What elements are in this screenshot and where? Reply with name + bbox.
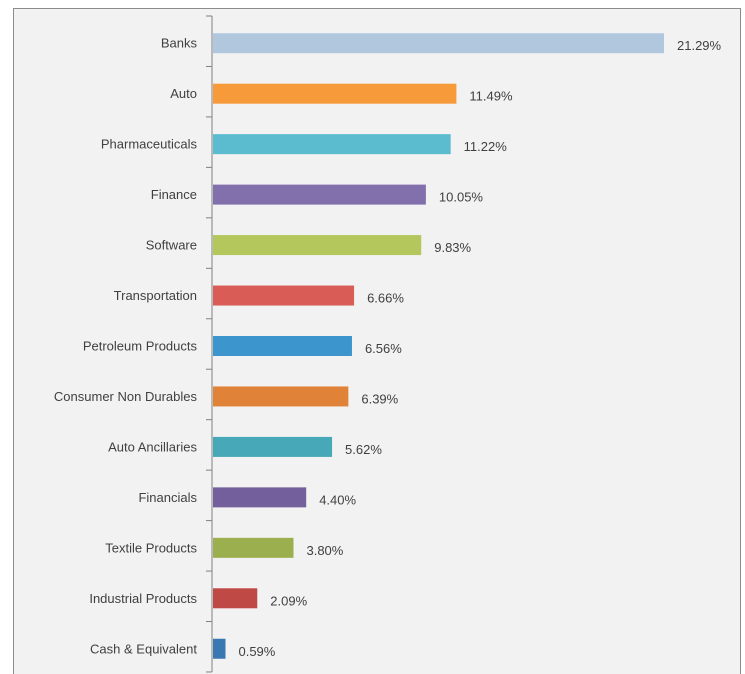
category-label: Banks (161, 36, 198, 51)
category-label: Auto Ancillaries (108, 439, 197, 454)
chart-panel (13, 8, 741, 674)
category-label: Finance (151, 187, 197, 202)
bar-petroleum-products (213, 335, 352, 356)
value-label: 3.80% (306, 543, 343, 558)
value-label: 2.09% (270, 593, 307, 608)
bar-textile-products (213, 537, 294, 558)
category-label: Petroleum Products (83, 338, 198, 353)
value-label: 6.56% (365, 341, 402, 356)
category-label: Textile Products (105, 540, 197, 555)
bar-auto (213, 83, 457, 104)
category-label: Financials (138, 490, 197, 505)
category-label: Auto (170, 86, 197, 101)
bar-pharmaceuticals (213, 134, 451, 155)
value-label: 21.29% (677, 38, 722, 53)
category-label: Industrial Products (89, 591, 197, 606)
bar-finance (213, 184, 426, 205)
category-label: Transportation (114, 288, 197, 303)
bar-auto-ancillaries (213, 436, 333, 457)
value-label: 11.22% (464, 139, 508, 154)
value-label: 0.59% (238, 644, 275, 659)
bar-software (213, 235, 422, 256)
value-label: 9.83% (434, 240, 471, 255)
value-label: 11.49% (469, 89, 513, 104)
category-label: Software (146, 238, 197, 253)
bar-industrial-products (213, 588, 258, 609)
value-label: 4.40% (319, 492, 356, 507)
category-label: Consumer Non Durables (54, 389, 198, 404)
bar-transportation (213, 285, 355, 306)
category-label: Cash & Equivalent (90, 641, 197, 656)
bar-consumer-non-durables (213, 386, 349, 407)
category-label: Pharmaceuticals (101, 137, 198, 152)
value-label: 5.62% (345, 442, 382, 457)
value-label: 10.05% (439, 190, 484, 205)
bar-banks (213, 33, 664, 54)
bar-cash-equivalent (213, 638, 226, 659)
value-label: 6.39% (361, 391, 398, 406)
bar-financials (213, 487, 307, 508)
value-label: 6.66% (367, 291, 404, 306)
